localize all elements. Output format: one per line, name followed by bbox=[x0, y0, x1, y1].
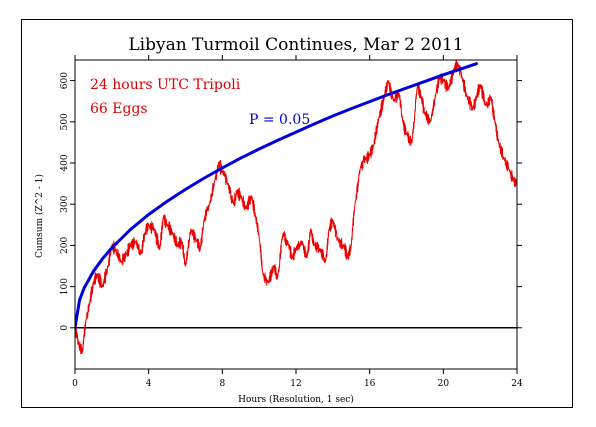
y-tick-label: 500 bbox=[60, 113, 70, 130]
y-tick-label: 200 bbox=[60, 237, 70, 254]
y-tick-label: 100 bbox=[60, 278, 70, 295]
annotation-location: 24 hours UTC Tripoli bbox=[90, 77, 241, 93]
x-axis-label: Hours (Resolution, 1 sec) bbox=[238, 394, 354, 405]
x-tick-label: 24 bbox=[511, 379, 523, 389]
chart-title: Libyan Turmoil Continues, Mar 2 2011 bbox=[128, 35, 463, 55]
x-tick-label: 20 bbox=[438, 379, 450, 389]
x-tick-label: 0 bbox=[72, 379, 78, 389]
annotation-eggs: 66 Eggs bbox=[90, 101, 148, 117]
y-tick-label: 400 bbox=[60, 154, 70, 171]
plot-area bbox=[75, 60, 517, 355]
outer-frame bbox=[21, 19, 573, 408]
annotation-probability: P = 0.05 bbox=[249, 112, 310, 128]
y-axis-label: Cumsum (Z^2 - 1) bbox=[34, 174, 45, 258]
x-tick-label: 8 bbox=[219, 379, 225, 389]
probability-envelope-line bbox=[75, 62, 478, 330]
x-tick-label: 4 bbox=[146, 379, 152, 389]
x-tick-label: 16 bbox=[364, 379, 376, 389]
x-tick-label: 12 bbox=[290, 379, 301, 389]
series-line bbox=[75, 60, 517, 355]
axes: 0 4 8 12 16 20 24 0 100 200 300 400 500 600 bbox=[60, 55, 523, 389]
y-tick-label: 300 bbox=[60, 195, 70, 212]
y-tick-label: 0 bbox=[60, 325, 70, 331]
y-tick-label: 600 bbox=[60, 72, 70, 89]
